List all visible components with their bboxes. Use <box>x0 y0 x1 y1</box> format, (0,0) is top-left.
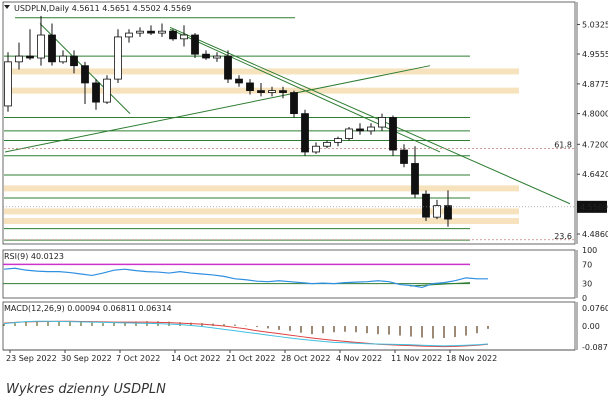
candle-body-15 <box>169 30 177 40</box>
candle-body-27 <box>301 113 309 153</box>
candle-body-2 <box>26 55 34 59</box>
usdpln-daily-chart: 61.8 23.6 5.0325 4.9555 4.8775 4.8000 4.7200 4.… <box>2 1 608 363</box>
trendline-2 <box>169 26 571 205</box>
candle-body-38 <box>422 193 430 218</box>
price-tick-label-5: 4.6420 <box>582 170 608 179</box>
candle-body-0 <box>4 61 12 107</box>
zone-band-10 <box>4 208 519 215</box>
candle-body-7 <box>81 65 89 84</box>
candle-body-1 <box>15 55 23 63</box>
candle-body-20 <box>224 55 232 80</box>
last-price-box <box>577 200 607 213</box>
macd-header: MACD(12,26,9) 0.00094 0.06811 0.06314 <box>4 304 172 313</box>
rsi-header: RSI(9) 40.0123 <box>4 252 64 261</box>
x-tick-label-6: 4 Nov 2022 <box>336 354 382 363</box>
price-header: USDPLN,Daily 4.5611 4.5651 4.5502 4.5569 <box>14 4 191 13</box>
price-tick-label-2: 4.8775 <box>582 80 608 89</box>
candle-body-13 <box>147 30 155 34</box>
price-tick-label-0: 5.0325 <box>582 20 608 29</box>
candle-body-40 <box>444 205 452 220</box>
x-tick-label-3: 14 Oct 2022 <box>171 354 220 363</box>
price-panel: 61.8 23.6 5.0325 4.9555 4.8775 4.8000 4.7200 4.… <box>2 1 608 245</box>
candle-body-21 <box>235 78 243 84</box>
last-price-label: 4.5569 <box>580 203 608 212</box>
candle-body-16 <box>180 34 188 40</box>
candle-body-39 <box>433 205 441 218</box>
candle-body-3 <box>37 34 45 59</box>
price-tick-label-4: 4.7200 <box>582 140 608 149</box>
rsi-tick-label-2: 30 <box>582 280 592 289</box>
candle-body-31 <box>345 128 353 139</box>
price-frame <box>2 1 576 245</box>
candle-body-29 <box>323 141 331 147</box>
price-tick-label-6: 4.4860 <box>582 230 608 239</box>
macd-tick-label-0: 0.07602 <box>582 304 608 313</box>
candle-body-14 <box>158 30 166 34</box>
candle-body-17 <box>191 34 199 55</box>
candle-body-33 <box>367 126 375 132</box>
candle-body-30 <box>334 138 342 143</box>
candle-body-36 <box>400 149 408 164</box>
x-tick-label-2: 7 Oct 2022 <box>116 354 160 363</box>
candle-body-23 <box>257 90 265 93</box>
x-tick-label-1: 30 Sep 2022 <box>61 354 112 363</box>
macd-tick-label-2: -0.08724 <box>582 343 608 352</box>
candle-body-12 <box>136 30 144 34</box>
candle-body-34 <box>378 117 386 128</box>
chart-caption: Wykres dzienny USDPLN <box>6 382 166 397</box>
fib-label-0: 61.8 <box>554 141 572 150</box>
price-tick-label-3: 4.8000 <box>582 110 608 119</box>
candle-body-24 <box>268 90 276 93</box>
collapse-arrow-icon[interactable] <box>4 5 10 9</box>
candle-body-28 <box>312 145 320 153</box>
x-tick-label-5: 28 Oct 2022 <box>281 354 330 363</box>
candle-body-22 <box>246 82 254 92</box>
zone-band-1 <box>4 68 519 75</box>
rsi-frame <box>2 249 576 299</box>
x-tick-label-8: 18 Nov 2022 <box>446 354 497 363</box>
x-tick-label-0: 23 Sep 2022 <box>6 354 57 363</box>
rsi-tick-label-3: 0 <box>582 294 587 303</box>
candle-body-8 <box>92 82 100 103</box>
candle-body-10 <box>114 36 122 80</box>
zone-band-8 <box>4 185 519 192</box>
rsi-tick-label-0: 100 <box>582 246 597 255</box>
candle-body-5 <box>59 55 67 63</box>
rsi-trendline <box>409 282 471 287</box>
candle-body-6 <box>70 55 78 67</box>
candle-body-37 <box>411 163 419 195</box>
candle-body-18 <box>202 53 210 59</box>
rsi-tick-label-1: 70 <box>582 260 592 269</box>
zone-band-11 <box>4 217 519 224</box>
candle-body-26 <box>290 92 298 115</box>
candle-body-32 <box>356 128 364 132</box>
trendline-4 <box>4 65 431 153</box>
candle-body-19 <box>213 55 221 59</box>
macd-line <box>3 320 489 347</box>
x-tick-label-4: 21 Oct 2022 <box>226 354 275 363</box>
candle-body-25 <box>279 90 287 93</box>
rsi-panel: 100 70 30 0 <box>2 246 597 303</box>
price-tick-label-1: 4.9555 <box>582 50 608 59</box>
macd-tick-label-1: 0.00 <box>582 322 600 331</box>
x-axis: 23 Sep 2022 30 Sep 2022 7 Oct 2022 14 Oct 2… <box>3 349 575 363</box>
rsi-line <box>3 267 488 289</box>
candle-body-4 <box>48 34 56 63</box>
x-tick-label-7: 11 Nov 2022 <box>391 354 442 363</box>
fib-label-1: 23.6 <box>554 232 572 241</box>
candle-body-11 <box>125 32 133 38</box>
candle-body-35 <box>389 117 397 151</box>
candle-body-9 <box>103 78 111 103</box>
